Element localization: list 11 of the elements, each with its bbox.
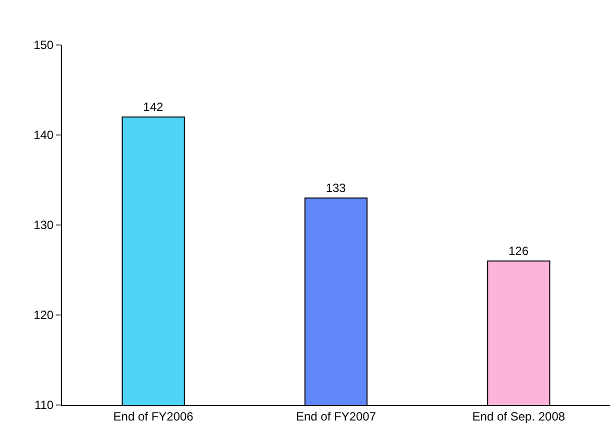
data-label: 142 (143, 100, 164, 114)
x-tick-label: End of FY2006 (113, 409, 194, 424)
data-label: 133 (326, 181, 346, 195)
y-tick-label: 130 (34, 218, 54, 232)
y-tick-label: 150 (34, 38, 54, 52)
y-tick-label: 110 (34, 398, 54, 412)
y-tick-label: 120 (34, 308, 54, 322)
x-tick-label: End of FY2007 (296, 409, 376, 424)
x-tick-label: End of Sep. 2008 (472, 409, 566, 424)
data-label: 126 (508, 244, 529, 258)
y-tick-label: 140 (34, 128, 54, 142)
